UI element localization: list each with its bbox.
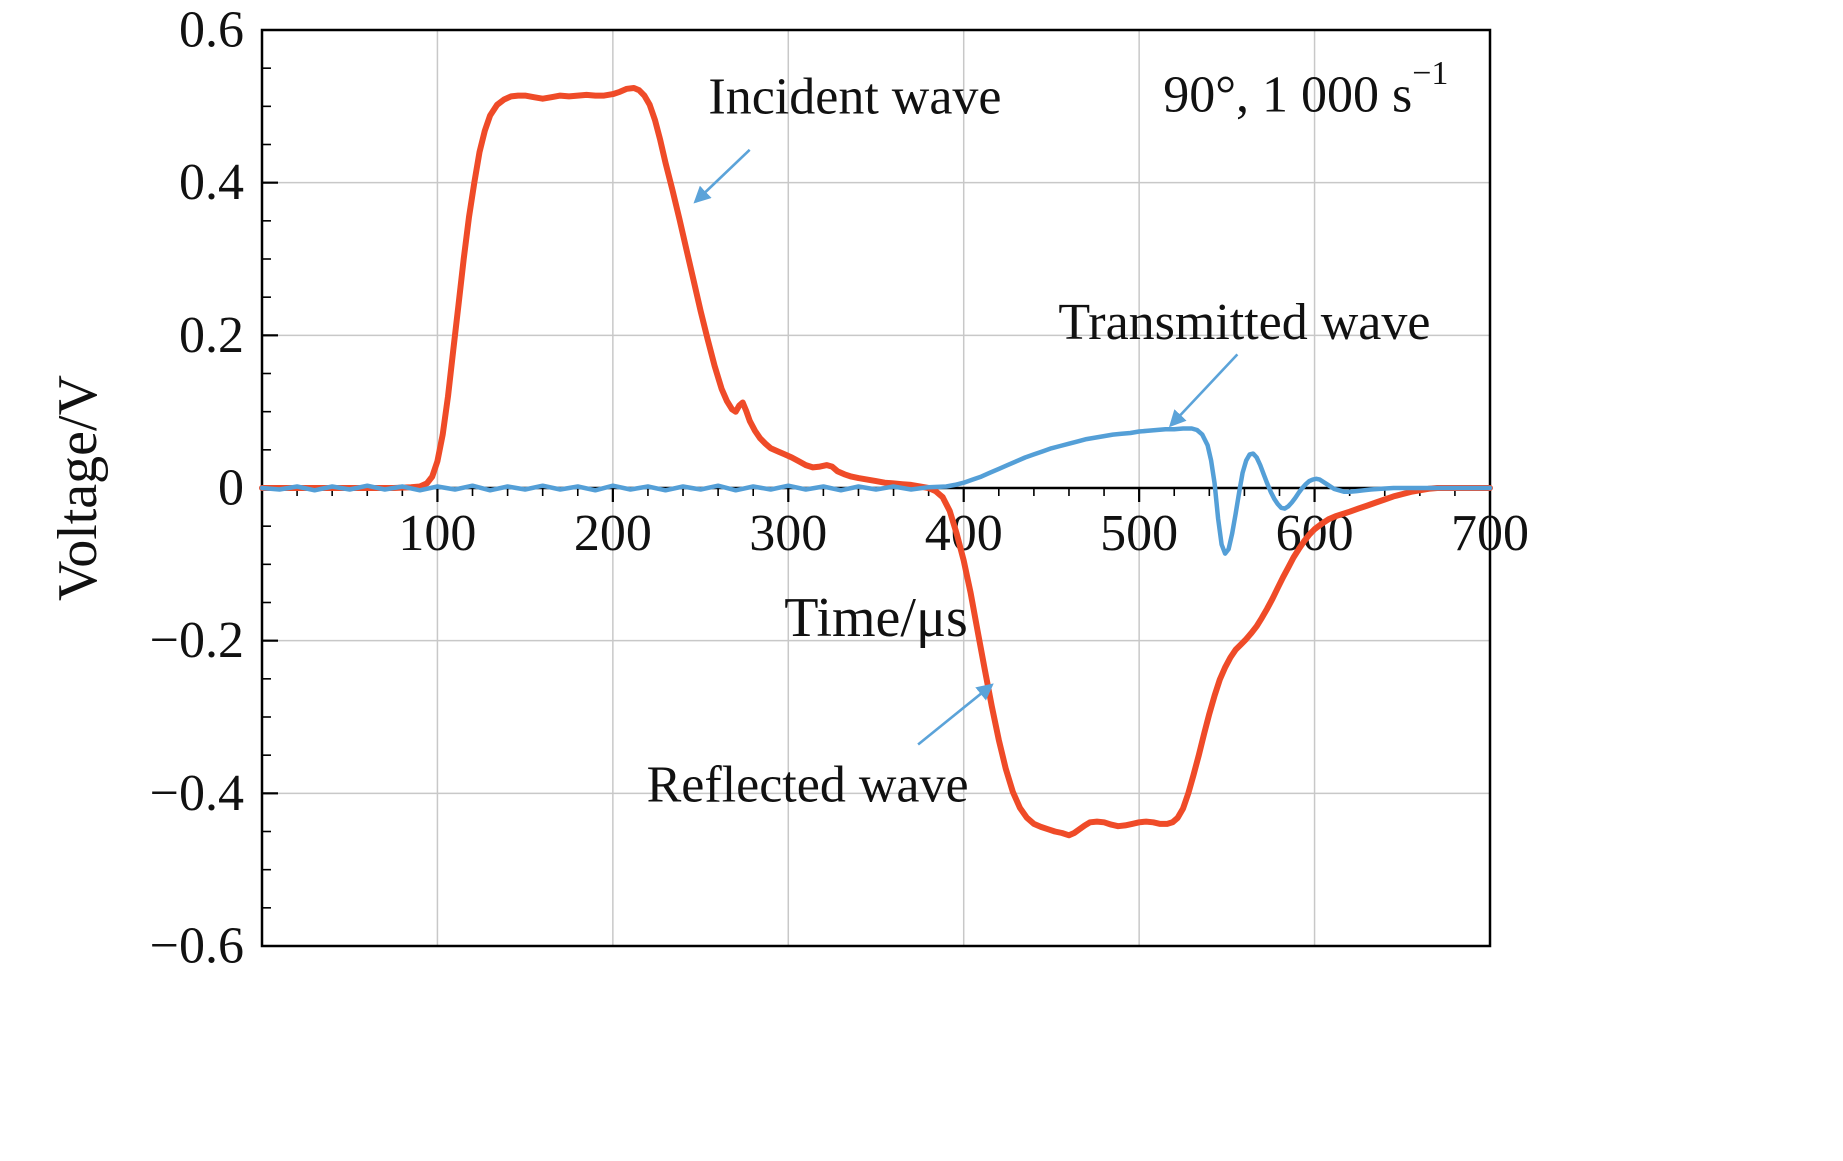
transmitted-wave-label: Transmitted wave [1058,294,1430,351]
y-tick-label: −0.4 [150,765,244,822]
y-tick-label: 0.2 [179,307,244,364]
incident-and-reflected-wave-line [259,85,1493,839]
incident-wave-arrow [693,148,751,204]
y-tick-label: 0.6 [179,2,244,59]
reflected-wave-arrow [917,683,994,746]
test-condition-label: 90°, 1 000 s−1 [1163,54,1448,123]
annotation-layer: Incident wave Transmitted wave Reflected w… [647,69,1431,814]
test-condition-superscript: −1 [1412,54,1448,91]
x-tick-label: 300 [749,505,827,562]
y-tick-label: −0.6 [150,918,244,975]
y-ticks [262,67,278,909]
y-tick-label: 0.4 [179,154,244,211]
x-tick-label: 700 [1451,505,1529,562]
x-tick-label: 500 [1100,505,1178,562]
incident-wave-label: Incident wave [708,69,1001,126]
x-tick-label: 100 [398,505,476,562]
transmitted-wave-line [259,426,1493,556]
transmitted-wave-arrow [1168,353,1239,428]
series-layer [259,85,1493,839]
y-tick-label: −0.2 [150,612,244,669]
y-tick-labels: 0.6 0.4 0.2 0 −0.2 −0.4 −0.6 [150,2,244,975]
y-tick-label: 0 [218,460,244,517]
reflected-wave-label: Reflected wave [647,756,969,813]
x-tick-label: 200 [574,505,652,562]
y-axis-title: Voltage/V [47,375,109,601]
x-axis-title: Time/μs [784,587,968,649]
